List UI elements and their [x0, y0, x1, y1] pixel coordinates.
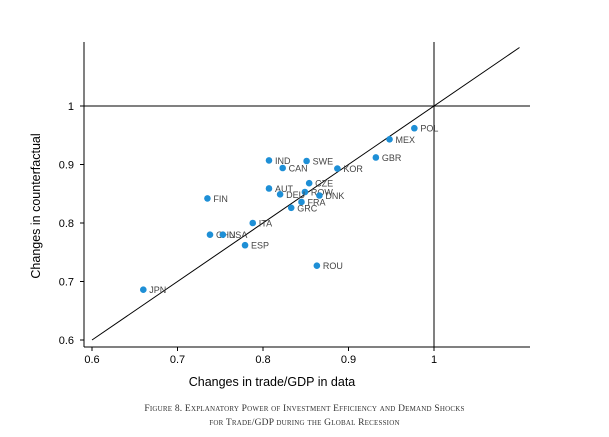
x-tick-label: 1 — [431, 354, 437, 366]
x-tick-label: 0.9 — [341, 354, 356, 366]
point-label-gbr: GBR — [382, 153, 402, 163]
point-label-mex: MEX — [396, 135, 416, 145]
point-label-usa: USA — [229, 230, 248, 240]
point-label-ind: IND — [275, 156, 291, 166]
y-axis-ticks: 0.6 0.7 0.8 0.9 1 — [59, 101, 84, 347]
point-chn — [206, 231, 214, 238]
point-pol — [411, 124, 418, 132]
x-axis-title: Changes in trade/GDP in data — [189, 375, 356, 389]
point-esp — [241, 241, 249, 249]
point-cze — [305, 179, 313, 187]
point-kor — [334, 165, 341, 172]
point-label-fin: FIN — [213, 194, 228, 204]
y-tick-label: 0.6 — [59, 335, 74, 347]
point-label-grc: GRC — [297, 203, 318, 213]
point-rou — [313, 262, 321, 270]
x-tick-label: 0.8 — [255, 354, 270, 366]
x-tick-label: 0.6 — [84, 354, 99, 366]
point-label-aut: AUT — [275, 184, 294, 194]
y-axis-title: Changes in counterfactual — [29, 133, 43, 278]
point-label-dnk: DNK — [325, 191, 344, 201]
y-tick-label: 0.8 — [59, 218, 74, 230]
point-label-swe: SWE — [313, 156, 334, 166]
point-label-ita: ITA — [259, 219, 272, 229]
y-tick-label: 0.7 — [59, 277, 74, 289]
point-label-pol: POL — [420, 124, 438, 134]
point-label-rou: ROU — [323, 261, 343, 271]
point-label-esp: ESP — [251, 241, 269, 251]
point-deu — [276, 191, 284, 198]
point-ita — [249, 219, 257, 227]
point-jpn — [140, 286, 147, 293]
figure-caption-line-2: for Trade/GDP during the Global Recessio… — [209, 418, 400, 428]
point-label-can: CAN — [289, 164, 308, 174]
point-grc — [287, 204, 295, 212]
point-fin — [204, 195, 211, 202]
point-fra — [298, 198, 305, 206]
x-tick-label: 0.7 — [170, 354, 185, 366]
point-can — [279, 164, 286, 172]
point-label-deu: DEU — [286, 190, 305, 200]
point-dnk — [316, 192, 323, 199]
point-mex — [386, 136, 393, 143]
figure-caption-line-1: Figure 8. Explanatory Power of Investmen… — [144, 404, 465, 414]
point-label-fra: FRA — [307, 197, 325, 207]
y-tick-label: 1 — [68, 101, 74, 113]
point-usa — [219, 231, 227, 238]
point-gbr — [372, 154, 380, 161]
point-row — [301, 188, 309, 196]
y-tick-label: 0.9 — [59, 160, 74, 172]
x-axis-ticks: 0.6 0.7 0.8 0.9 1 — [84, 347, 437, 366]
point-ind — [265, 157, 273, 164]
point-label-jpn: JPN — [149, 285, 166, 295]
data-points: POL MEX GBR IND SWE CAN KOR CZE AUT ROW DEU DNK FIN F… — [140, 124, 438, 295]
point-label-row: ROW — [311, 187, 334, 197]
point-label-kor: KOR — [343, 164, 363, 174]
point-label-cze: CZE — [315, 179, 333, 189]
point-swe — [303, 157, 310, 165]
scatter-chart: 0.6 0.7 0.8 0.9 1 0.6 0.7 0.8 0.9 1 POL MEX GBR IND… — [29, 42, 530, 389]
point-aut — [265, 185, 273, 192]
